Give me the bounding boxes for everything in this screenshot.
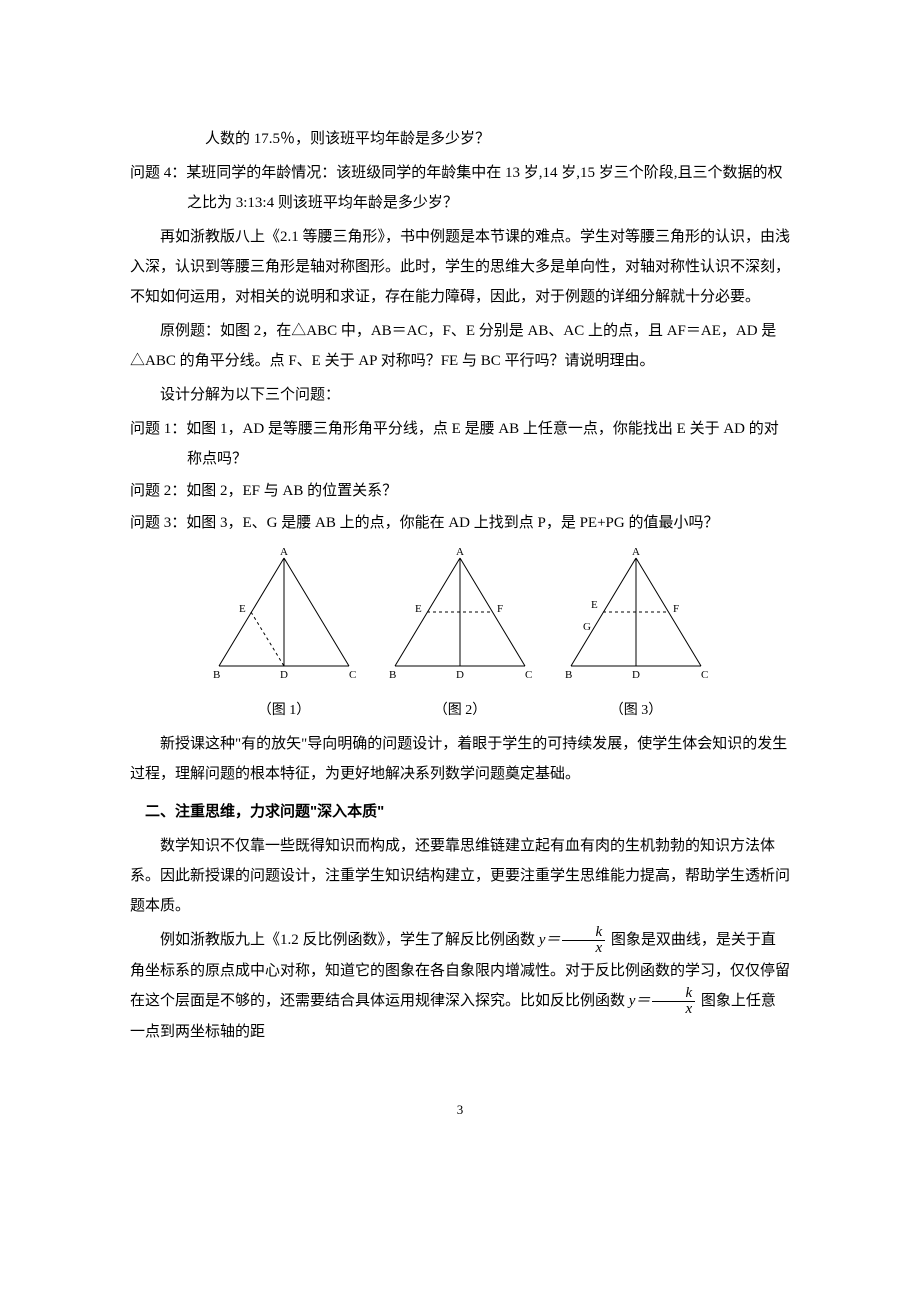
question-2: 问题 2：如图 2，EF 与 AB 的位置关系？ xyxy=(130,476,790,506)
question-4: 问题 4：某班同学的年龄情况：该班级同学的年龄集中在 13 岁,14 岁,15 … xyxy=(130,158,790,218)
label-C: C xyxy=(701,669,708,681)
figure-row: A B C D E （图 1） A B C D E F （图 2 xyxy=(130,546,790,725)
math-num-1: k xyxy=(562,925,605,941)
label-A: A xyxy=(456,546,464,558)
label-A: A xyxy=(280,546,288,558)
label-B: B xyxy=(565,669,572,681)
triangle-3-svg: A B C D E F G xyxy=(551,546,721,686)
label-D: D xyxy=(632,669,640,681)
label-C: C xyxy=(525,669,532,681)
label-B: B xyxy=(213,669,220,681)
page-number: 3 xyxy=(130,1097,790,1123)
math-frac-1: kx xyxy=(562,925,605,956)
original-problem: 原例题：如图 2，在△ABC 中，AB＝AC，F、E 分别是 AB、AC 上的点… xyxy=(130,316,790,376)
label-B: B xyxy=(389,669,396,681)
label-E: E xyxy=(415,603,422,615)
figure-1-caption: （图 1） xyxy=(199,697,369,725)
text-p5a: 例如浙教版九上《1.2 反比例函数》，学生了解反比例函数 xyxy=(160,932,539,948)
figure-3-caption: （图 3） xyxy=(551,697,721,725)
math-lhs-1: y＝ xyxy=(539,932,561,948)
triangle-2-svg: A B C D E F xyxy=(375,546,545,686)
math-frac-2: kx xyxy=(652,986,695,1017)
label-C: C xyxy=(349,669,356,681)
figure-3: A B C D E F G （图 3） xyxy=(551,546,721,725)
label-G: G xyxy=(583,621,591,633)
math-lhs-2: y＝ xyxy=(629,993,651,1009)
label-F: F xyxy=(497,603,503,615)
math-den-1: x xyxy=(562,941,605,956)
figure-2: A B C D E F （图 2） xyxy=(375,546,545,725)
label-E: E xyxy=(239,603,246,615)
figure-1: A B C D E （图 1） xyxy=(199,546,369,725)
math-num-2: k xyxy=(652,986,695,1002)
question-1: 问题 1：如图 1，AD 是等腰三角形角平分线，点 E 是腰 AB 上任意一点，… xyxy=(130,414,790,474)
label-A: A xyxy=(632,546,640,558)
para-isosceles-intro: 再如浙教版八上《2.1 等腰三角形》，书中例题是本节课的难点。学生对等腰三角形的… xyxy=(130,222,790,312)
label-E: E xyxy=(591,599,598,611)
figure-2-caption: （图 2） xyxy=(375,697,545,725)
question-3: 问题 3：如图 3，E、G 是腰 AB 上的点，你能在 AD 上找到点 P，是 … xyxy=(130,508,790,538)
label-D: D xyxy=(456,669,464,681)
line-top: 人数的 17.5％，则该班平均年龄是多少岁？ xyxy=(130,124,790,154)
para-thinking: 数学知识不仅靠一些既得知识而构成，还要靠思维链建立起有血有肉的生机勃勃的知识方法… xyxy=(130,831,790,921)
label-D: D xyxy=(280,669,288,681)
heading-section-2: 二、注重思维，力求问题"深入本质" xyxy=(130,797,790,827)
para-summary: 新授课这种"有的放矢"导向明确的问题设计，着眼于学生的可持续发展，使学生体会知识… xyxy=(130,729,790,789)
page-container: 人数的 17.5％，则该班平均年龄是多少岁？ 问题 4：某班同学的年龄情况：该班… xyxy=(0,0,920,1183)
design-line: 设计分解为以下三个问题： xyxy=(130,380,790,410)
triangle-1-svg: A B C D E xyxy=(199,546,369,686)
para-inverse-fn: 例如浙教版九上《1.2 反比例函数》，学生了解反比例函数 y＝kx 图象是双曲线… xyxy=(130,925,790,1047)
math-den-2: x xyxy=(652,1002,695,1017)
label-F: F xyxy=(673,603,679,615)
